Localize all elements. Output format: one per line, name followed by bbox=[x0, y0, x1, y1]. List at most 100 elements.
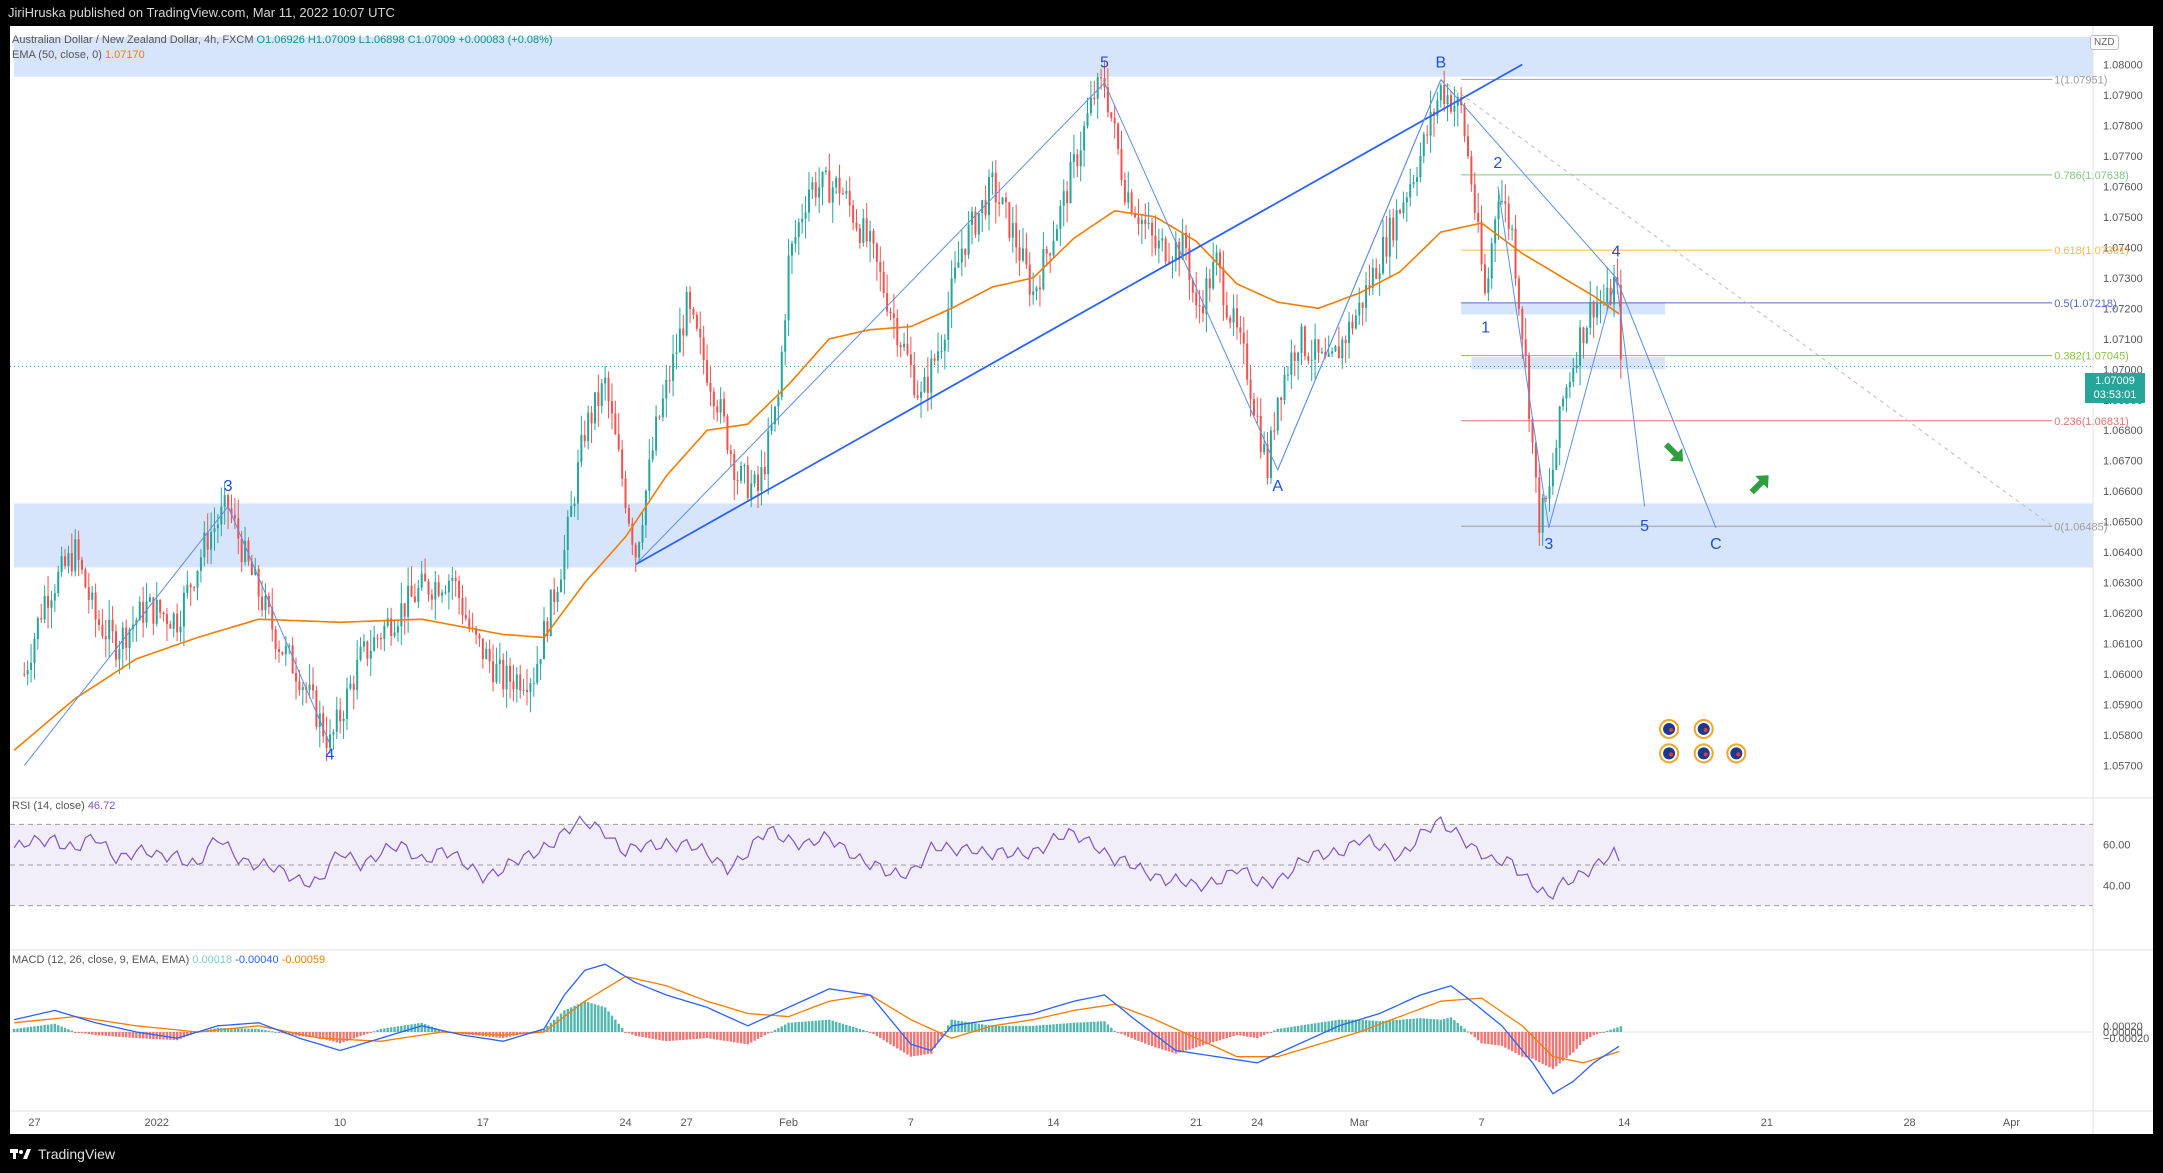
macd-histogram-bar bbox=[970, 1022, 974, 1032]
economic-event-icon bbox=[1659, 718, 1680, 739]
candle-body bbox=[485, 648, 488, 659]
wave-label: B bbox=[1435, 55, 1446, 72]
candle-body bbox=[403, 603, 406, 617]
candle-body bbox=[155, 599, 158, 624]
macd-histogram-bar bbox=[305, 1032, 308, 1037]
candle-body bbox=[1439, 85, 1442, 101]
chart-area[interactable]: 1.05700 1.05800 1.05900 1.06000 1.06100 1.062… bbox=[10, 26, 2153, 1134]
elliott-wave-line bbox=[1497, 186, 1646, 528]
macd-histogram-bar bbox=[321, 1032, 325, 1040]
macd-histogram-bar bbox=[709, 1032, 712, 1039]
macd-histogram-bar bbox=[750, 1032, 753, 1043]
candle-body bbox=[1548, 486, 1551, 500]
macd-histogram-bar bbox=[1616, 1027, 1619, 1032]
currency-badge[interactable]: NZD bbox=[2090, 35, 2119, 50]
macd-histogram-bar bbox=[1008, 1025, 1011, 1032]
macd-histogram-bar bbox=[542, 1028, 546, 1032]
candle-body bbox=[1042, 248, 1045, 290]
wave-label: 4 bbox=[1612, 244, 1621, 261]
macd-histogram-bar bbox=[841, 1023, 845, 1032]
candle-body bbox=[1341, 339, 1344, 359]
macd-histogram-bar bbox=[362, 1032, 366, 1035]
candle-body bbox=[203, 532, 206, 558]
candle-body bbox=[1405, 197, 1408, 203]
up-arrow-icon bbox=[1749, 475, 1769, 495]
candle-body bbox=[559, 579, 562, 593]
macd-histogram-bar bbox=[40, 1025, 43, 1032]
macd-axis-tick: 0.00000 bbox=[2103, 1027, 2143, 1039]
candle-body bbox=[736, 479, 739, 481]
candle-body bbox=[760, 467, 763, 491]
macd-histogram-bar bbox=[1103, 1021, 1106, 1032]
macd-axis-tick: 0.00020 bbox=[2103, 1021, 2143, 1033]
macd-histogram-bar bbox=[410, 1024, 413, 1032]
macd-histogram-bar bbox=[1507, 1032, 1510, 1050]
macd-histogram-bar bbox=[36, 1025, 40, 1032]
candle-body bbox=[1106, 87, 1109, 113]
candle-body bbox=[824, 170, 827, 172]
macd-histogram-bar bbox=[1415, 1018, 1419, 1032]
candle-body bbox=[794, 237, 797, 244]
macd-histogram-bar bbox=[434, 1027, 437, 1032]
macd-histogram-bar bbox=[634, 1032, 637, 1036]
candle-body bbox=[981, 200, 984, 214]
candle-body bbox=[1225, 305, 1228, 318]
candle-body bbox=[1266, 444, 1269, 478]
tradingview-logo-text: TradingView bbox=[38, 1146, 116, 1162]
candle-body bbox=[1164, 238, 1167, 262]
macd-histogram-bar bbox=[610, 1015, 614, 1032]
macd-histogram-bar bbox=[271, 1031, 274, 1033]
candle-body bbox=[1585, 327, 1588, 344]
candle-body bbox=[1134, 213, 1137, 218]
candle-body bbox=[818, 187, 821, 198]
candle-body bbox=[692, 308, 695, 315]
candle-body bbox=[763, 467, 766, 475]
ohlc-values: O1.06926 H1.07009 L1.06898 C1.07009 +0.0… bbox=[256, 34, 553, 46]
macd-histogram-bar bbox=[851, 1026, 855, 1032]
chart-svg[interactable]: 1.05700 1.05800 1.05900 1.06000 1.06100 1.062… bbox=[10, 26, 2153, 1134]
candle-body bbox=[1140, 219, 1143, 225]
macd-histogram-bar bbox=[57, 1025, 60, 1032]
candle-body bbox=[108, 619, 111, 640]
candle-body bbox=[413, 596, 416, 602]
candle-body bbox=[1582, 327, 1585, 344]
candle-body bbox=[665, 379, 668, 399]
macd-signal-line bbox=[14, 975, 1620, 1064]
trend-line bbox=[635, 63, 1523, 566]
candle-body bbox=[1079, 150, 1082, 167]
candle-body bbox=[1239, 327, 1242, 333]
macd-histogram-bar bbox=[794, 1022, 797, 1032]
candle-body bbox=[811, 182, 814, 190]
macd-histogram-bar bbox=[1388, 1020, 1392, 1032]
candle-body bbox=[593, 392, 596, 424]
candle-body bbox=[509, 665, 512, 682]
candle-body bbox=[638, 542, 641, 558]
macd-histogram-bar bbox=[1606, 1030, 1609, 1032]
candle-body bbox=[750, 483, 753, 499]
macd-histogram-bar bbox=[1028, 1025, 1031, 1032]
candle-body bbox=[740, 465, 743, 481]
tradingview-logo[interactable]: TradingView bbox=[10, 1146, 115, 1162]
event-flag bbox=[1663, 722, 1676, 735]
candle-body bbox=[464, 615, 467, 619]
price-axis-tick: 1.05800 bbox=[2103, 730, 2143, 742]
candle-body bbox=[1100, 77, 1103, 79]
candle-body bbox=[345, 688, 348, 719]
macd-histogram-bar bbox=[719, 1032, 722, 1041]
macd-histogram-bar bbox=[427, 1025, 430, 1032]
candle-body bbox=[1422, 134, 1425, 156]
candle-body bbox=[295, 673, 298, 682]
candle-body bbox=[1334, 346, 1337, 352]
footer-bar: TradingView bbox=[0, 1134, 2163, 1173]
candle-body bbox=[882, 271, 885, 294]
macd-histogram-bar bbox=[940, 1032, 943, 1037]
candle-body bbox=[254, 568, 257, 575]
candle-body bbox=[505, 665, 508, 690]
candle-body bbox=[1256, 415, 1259, 417]
macd-histogram-bar bbox=[1031, 1025, 1035, 1032]
candle-body bbox=[308, 684, 311, 690]
supply-demand-zone bbox=[1461, 302, 1665, 315]
candle-body bbox=[1222, 267, 1225, 306]
macd-histogram-bar bbox=[1293, 1026, 1296, 1032]
candle-body bbox=[790, 243, 793, 256]
